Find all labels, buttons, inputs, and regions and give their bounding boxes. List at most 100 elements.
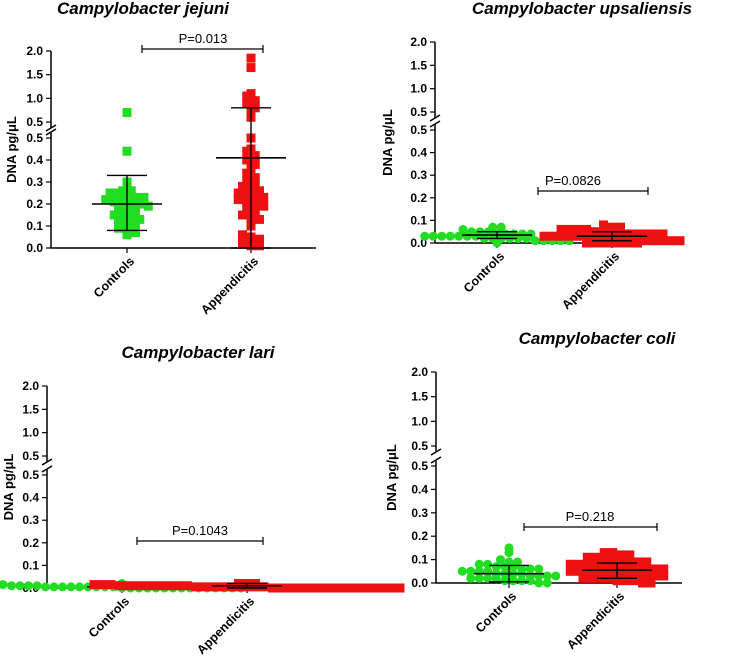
data-point [238,210,247,220]
data-point [642,557,652,567]
axis-break-mark [430,456,442,464]
y-tick-label: 1.5 [26,68,43,82]
data-point [574,566,584,576]
data-point [474,573,484,583]
y-axis-label: DNA pg/μL [380,109,395,176]
data-point [667,236,676,246]
data-point [608,569,618,579]
data-point [625,562,635,572]
axis-break-mark [430,448,442,456]
data-point [139,192,149,202]
data-point [599,220,608,230]
data-point [612,576,622,586]
data-point [491,573,501,583]
data-point [607,238,617,248]
data-point [565,224,574,234]
chart-title: Campylobacter upsaliensis [472,0,692,18]
data-point [122,108,132,118]
data-point [539,231,549,241]
data-point [599,555,609,565]
data-point [534,578,544,588]
data-point [633,229,642,239]
data-point [191,582,201,592]
data-point [565,231,574,241]
y-axis-label: DNA pg/μL [384,444,399,511]
y-tick-label: 2.0 [26,44,43,58]
data-point [608,562,618,572]
data-point [625,550,635,560]
p-value-label: P=0.0826 [545,173,601,188]
data-point [255,241,264,251]
y-tick-label: 0.1 [22,558,39,572]
data-point [75,582,84,592]
data-point [530,236,540,246]
y-tick-label: 1.5 [22,402,39,416]
data-point [500,562,510,572]
data-point [387,583,396,593]
data-point [200,582,209,592]
category-label: Controls [91,254,137,300]
data-point [293,583,303,593]
data-point [24,581,33,591]
chart-title: Campylobacter coli [519,329,677,348]
y-tick-label: 0.5 [410,123,427,137]
category-label: Controls [461,249,507,295]
data-point [659,571,669,581]
data-point [259,582,269,592]
data-point [361,583,371,593]
y-tick-label: 1.0 [22,426,39,440]
data-point [508,562,518,572]
data-point [658,229,668,239]
data-point [378,583,388,593]
y-tick-label: 0.5 [26,131,43,145]
y-tick-label: 0.3 [411,506,428,520]
data-point [578,573,588,583]
data-point [15,581,25,591]
data-point [109,210,119,220]
data-point [250,173,260,183]
data-point [542,571,552,581]
y-tick-label: 0.4 [411,482,428,496]
category-label: Appendicitis [194,594,257,657]
chart-panel-1: Campylobacter jejuni DNA pg/μL 0.0 0.1 0.2 0.… [4,0,316,317]
data-point [131,221,140,231]
data-point [135,214,145,224]
data-point [101,195,111,205]
data-point [58,582,67,592]
category-label: Controls [86,594,132,640]
data-point [496,222,506,232]
data-point [234,582,243,592]
data-point [319,583,328,593]
data-point [633,238,642,248]
data-point [587,573,596,583]
data-point [242,98,252,108]
data-point [242,197,252,207]
data-point [7,581,16,591]
data-point [114,188,123,198]
data-point [616,550,626,560]
data-point [89,580,99,590]
data-point [625,557,635,567]
y-tick-label: 0.4 [410,146,427,160]
data-point [582,552,592,562]
data-point [445,231,455,241]
data-point [573,224,583,234]
data-point [616,233,625,243]
y-tick-label: 0.5 [22,468,39,482]
data-point [242,155,252,165]
data-point [255,234,264,244]
data-point [251,582,260,592]
category-label: Appendicitis [564,589,627,652]
data-point [109,197,119,207]
y-tick-label: 0.0 [411,576,428,590]
data-point [242,188,252,198]
chart-title: Campylobacter lari [121,343,275,362]
data-point [591,552,601,562]
data-point [437,231,447,241]
data-point [582,224,591,234]
data-point [454,231,464,241]
data-point [591,559,601,569]
data-point [420,231,430,241]
data-point [556,231,566,241]
